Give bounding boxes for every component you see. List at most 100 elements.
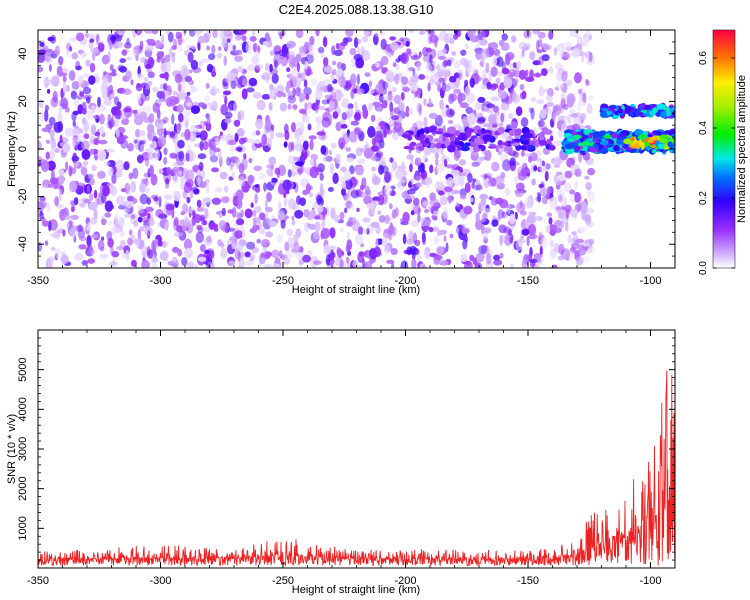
heatmap-cell xyxy=(449,75,457,83)
heatmap-cell xyxy=(410,210,415,216)
heatmap-cell xyxy=(88,75,96,85)
heatmap-cell xyxy=(252,217,257,229)
heatmap-cell xyxy=(660,110,667,119)
heatmap-cell xyxy=(64,127,74,137)
heatmap-cell xyxy=(187,151,196,162)
heatmap-cell xyxy=(108,40,113,51)
heatmap-cell xyxy=(186,261,195,268)
heatmap-cell xyxy=(210,262,215,268)
heatmap-cell xyxy=(134,30,143,36)
heatmap-cell xyxy=(567,234,572,244)
heatmap-cell xyxy=(391,132,400,141)
heatmap-cell xyxy=(501,67,510,75)
colorbar-label: Normalized spectral amplitude xyxy=(736,75,748,223)
heatmap-cell xyxy=(206,45,211,51)
heatmap-cell xyxy=(530,96,537,103)
heatmap-cell xyxy=(546,212,553,217)
heatmap-cell xyxy=(264,121,271,134)
heatmap-cell xyxy=(665,106,670,113)
heatmap-cell xyxy=(521,259,527,268)
heatmap-cell xyxy=(366,202,376,210)
heatmap-cell xyxy=(574,168,582,177)
heatmap-cell xyxy=(402,233,407,245)
heatmap-cell xyxy=(528,258,538,263)
heatmap-cell xyxy=(240,209,244,217)
heatmap-cell xyxy=(109,64,114,71)
heatmap-cell xyxy=(448,195,452,205)
heatmap-cell xyxy=(87,258,96,264)
heatmap-cell xyxy=(264,253,270,260)
heatmap-cell xyxy=(90,216,98,225)
heatmap-cell xyxy=(553,242,560,254)
heatmap-cell xyxy=(206,263,210,268)
heatmap-cell xyxy=(420,217,427,228)
heatmap-cell xyxy=(190,186,198,192)
heatmap-cell xyxy=(239,176,245,187)
heatmap-cell xyxy=(470,150,479,162)
heatmap-cell xyxy=(262,41,269,46)
heatmap-cell xyxy=(503,96,513,105)
heatmap-cell xyxy=(529,69,534,79)
heatmap-cell xyxy=(432,216,438,221)
heatmap-cell xyxy=(438,190,445,196)
heatmap-cell xyxy=(81,149,91,160)
heatmap-cell xyxy=(532,30,540,35)
heatmap-cell xyxy=(77,182,85,189)
heatmap-cell xyxy=(504,140,514,147)
heatmap-cell xyxy=(339,211,345,220)
heatmap-cell xyxy=(246,138,255,144)
heatmap-cell xyxy=(340,188,346,196)
heatmap-cell xyxy=(320,52,325,59)
heatmap-cell xyxy=(270,164,275,170)
heatmap-cell xyxy=(167,31,174,43)
heatmap-cell xyxy=(391,262,395,268)
heatmap-cell xyxy=(493,105,499,113)
heatmap-cell xyxy=(408,67,415,72)
heatmap-cell xyxy=(580,113,586,121)
heatmap-cell xyxy=(303,208,310,218)
snr-y-tick-label: 5000 xyxy=(17,357,29,381)
heatmap-cell xyxy=(236,79,244,89)
heatmap-cell xyxy=(372,176,381,186)
heatmap-cell xyxy=(153,140,157,149)
heatmap-cell xyxy=(136,154,144,164)
heatmap-cell xyxy=(198,161,204,172)
heatmap-cell xyxy=(528,107,534,113)
heatmap-cell xyxy=(72,140,76,148)
heatmap-cell xyxy=(368,102,373,112)
heatmap-cell xyxy=(87,250,95,255)
heatmap-cell xyxy=(435,81,442,87)
heatmap-cell xyxy=(484,208,491,213)
heatmap-cell xyxy=(284,250,294,259)
heatmap-cell xyxy=(204,208,209,219)
heatmap-cell xyxy=(141,259,150,268)
heatmap-cell xyxy=(546,44,552,50)
heatmap-cell xyxy=(455,226,459,235)
heatmap-cell xyxy=(319,173,324,181)
heatmap-cell xyxy=(307,123,312,131)
heatmap-cell xyxy=(107,50,111,63)
heatmap-cell xyxy=(287,169,292,178)
heatmap-cell xyxy=(304,45,308,53)
heatmap-cell xyxy=(615,139,625,145)
heatmap-cell xyxy=(564,170,573,179)
heatmap-cell xyxy=(402,86,410,92)
heatmap-cell xyxy=(449,233,454,239)
heatmap-cell xyxy=(390,248,398,255)
heatmap-cell xyxy=(519,200,523,209)
heatmap-cell xyxy=(81,260,89,266)
heatmap-cell xyxy=(424,208,429,214)
heatmap-cell xyxy=(418,104,422,116)
heatmap-cell xyxy=(59,175,65,185)
heatmap-cell xyxy=(582,92,587,103)
heatmap-cell xyxy=(231,171,236,178)
heatmap-cell xyxy=(291,219,296,226)
heatmap-cell xyxy=(188,30,196,37)
heatmap-cell xyxy=(519,146,527,150)
heatmap-cell xyxy=(173,231,183,237)
heatmap-cell xyxy=(472,66,476,75)
heatmap-cell xyxy=(102,184,110,197)
heatmap-cell xyxy=(71,52,79,60)
heatmap-cell xyxy=(464,58,469,71)
